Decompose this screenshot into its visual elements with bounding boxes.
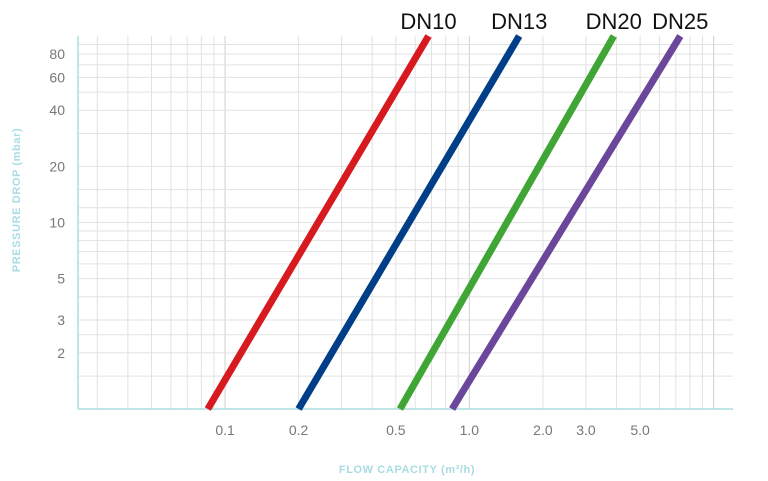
axes (77, 36, 733, 410)
grid (78, 36, 733, 409)
series-line-dn13 (295, 34, 523, 411)
series-line-dn20 (396, 34, 617, 411)
y-tick-label: 20 (49, 158, 65, 174)
x-tick-label: 3.0 (576, 422, 596, 438)
series-label-dn13: DN13 (491, 9, 547, 34)
x-axis-title: FLOW CAPACITY (m³/h) (339, 464, 475, 476)
y-tick-label: 10 (49, 215, 65, 231)
series-label-dn25: DN25 (652, 9, 708, 34)
x-tick-label: 0.1 (215, 422, 235, 438)
series-label-dn10: DN10 (400, 9, 456, 34)
series-labels: DN10 DN13 DN20 DN25 (400, 9, 708, 34)
series-label-dn20: DN20 (586, 9, 642, 34)
x-tick-label: 2.0 (533, 422, 553, 438)
y-tick-label: 60 (49, 69, 65, 85)
y-tick-label: 80 (49, 46, 65, 62)
y-axis-title: PRESSURE DROP (mbar) (11, 128, 23, 272)
y-tick-label: 3 (57, 312, 65, 328)
x-tick-label: 0.2 (289, 422, 309, 438)
series-line-dn25 (449, 34, 684, 411)
y-tick-label: 2 (57, 345, 65, 361)
y-tick-label: 40 (49, 102, 65, 118)
x-tick-label: 1.0 (460, 422, 480, 438)
x-tick-label: 0.5 (386, 422, 406, 438)
series-line-dn10 (204, 34, 432, 411)
tick-labels: 0.1 0.2 0.5 1.0 2.0 3.0 5.0 2 3 5 10 20 40 60 80 (49, 46, 650, 438)
y-tick-label: 5 (57, 271, 65, 287)
x-tick-label: 5.0 (630, 422, 650, 438)
series-lines (204, 34, 684, 411)
